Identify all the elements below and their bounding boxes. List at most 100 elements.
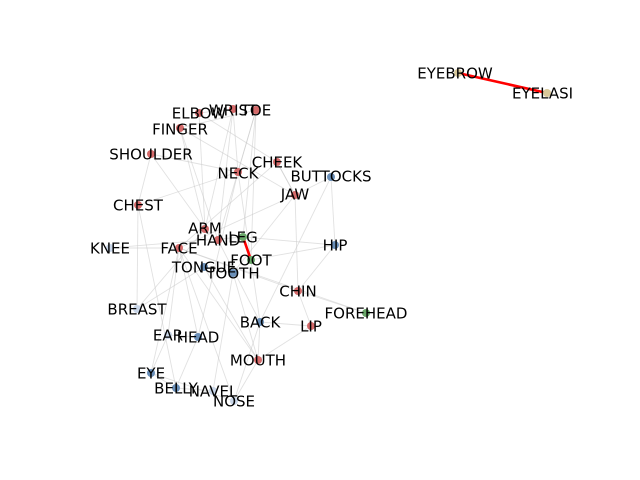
label-chest: CHEST	[113, 197, 164, 215]
label-breast: BREAST	[107, 301, 167, 319]
label-tongue: TONGUE	[171, 259, 236, 277]
edge-neck-head	[197, 171, 239, 338]
edge-tongue-tooth	[203, 266, 234, 274]
edge-face-forehead	[178, 247, 367, 314]
label-elbow: ELBOW	[172, 105, 227, 123]
edge-mouth-lip	[257, 325, 312, 361]
edge-hip-chin	[297, 244, 336, 292]
node-lip	[307, 322, 315, 330]
edge-jaw-tooth	[232, 194, 296, 274]
edge-eye-belly	[150, 372, 177, 389]
label-toe: TOE	[240, 102, 271, 120]
node-tongue	[200, 263, 208, 271]
edge-finger-jaw	[179, 127, 296, 196]
edge-face-nose	[178, 247, 235, 402]
edge-arm-wrist	[204, 108, 234, 230]
edge-buttocks-hip	[330, 176, 336, 246]
node-chin	[294, 287, 302, 295]
edge-lip-chin	[297, 290, 312, 327]
edge-ear-head	[167, 334, 199, 338]
label-foot: FOOT	[230, 252, 272, 270]
node-neck	[234, 168, 242, 176]
edge-toe-neck	[237, 109, 257, 173]
label-chin: CHIN	[279, 283, 316, 301]
node-navel	[209, 387, 217, 395]
edge-chest-breast	[136, 204, 139, 310]
edge-leg-toe	[242, 109, 257, 238]
edge-face-ear	[167, 247, 180, 336]
edge-nose-back	[233, 321, 261, 402]
edge-foot-toe	[250, 109, 257, 261]
edge-neck-back	[237, 171, 261, 323]
node-forehead	[362, 309, 370, 317]
node-eyebrow	[454, 69, 462, 77]
node-mouth	[254, 356, 262, 364]
edge-neck-chest	[137, 171, 239, 206]
node-leg	[239, 233, 247, 241]
label-cheek: CHEEK	[252, 154, 304, 172]
label-belly: BELLY	[154, 380, 198, 398]
label-hip: HIP	[323, 237, 348, 255]
edge-face-cheek	[178, 161, 278, 249]
edge-chin-forehead	[297, 290, 367, 314]
edges-layer	[109, 71, 548, 402]
edge-face-eye	[150, 247, 180, 374]
label-shoulder: SHOULDER	[109, 146, 192, 164]
node-hip	[331, 241, 339, 249]
edge-buttocks-jaw	[294, 176, 332, 196]
node-jaw	[291, 191, 299, 199]
node-eye	[147, 369, 155, 377]
edge-arm-elbow	[198, 112, 206, 230]
label-nose: NOSE	[213, 393, 255, 411]
edge-eyebrow-eyelash	[457, 71, 548, 95]
node-tooth	[229, 269, 237, 277]
label-mouth: MOUTH	[230, 352, 286, 370]
label-wrist: WRIST	[209, 102, 258, 120]
edge-hand-back	[217, 239, 261, 323]
label-lip: LIP	[300, 318, 322, 336]
edge-nose-mouth	[233, 359, 259, 402]
label-leg: LEG	[228, 229, 257, 247]
edge-buttocks-back	[259, 176, 332, 323]
node-ear	[164, 331, 172, 339]
edge-back-mouth	[257, 321, 261, 361]
edge-head-belly	[175, 336, 199, 389]
label-eye: EYE	[137, 365, 165, 383]
label-hand: HAND	[196, 232, 240, 250]
edge-mouth-tongue	[203, 266, 259, 361]
label-eyebrow: EYEBROW	[417, 65, 493, 83]
edge-eye-nose	[150, 372, 235, 402]
edge-jaw-chin	[294, 194, 299, 292]
node-hand	[214, 236, 222, 244]
node-nose	[230, 397, 238, 405]
edge-ear-eye	[150, 334, 169, 374]
edge-face-jaw	[178, 194, 296, 249]
edge-neck-shoulder	[150, 153, 239, 173]
node-breast	[133, 305, 141, 313]
label-jaw: JAW	[280, 186, 310, 204]
edge-hand-wrist	[217, 108, 234, 241]
edge-hand-finger	[179, 127, 219, 241]
label-buttocks: BUTTOCKS	[291, 168, 372, 186]
node-knee	[106, 244, 114, 252]
node-back	[256, 318, 264, 326]
nodes-layer	[106, 69, 551, 405]
label-arm: ARM	[188, 220, 222, 238]
label-knee: KNEE	[90, 240, 130, 258]
label-ear: EAR	[153, 327, 183, 345]
edge-shoulder-chest	[137, 153, 152, 206]
edge-mouth-tooth	[232, 272, 259, 361]
edge-finger-toe	[179, 109, 257, 129]
node-finger	[176, 124, 184, 132]
edge-belly-navel	[175, 387, 214, 392]
node-foot	[247, 256, 255, 264]
node-eyelash	[543, 89, 551, 97]
node-cheek	[273, 158, 281, 166]
node-belly	[172, 384, 180, 392]
label-head: HEAD	[177, 329, 220, 347]
node-face	[175, 244, 183, 252]
edge-tooth-navel	[212, 272, 234, 392]
node-toe	[252, 106, 260, 114]
